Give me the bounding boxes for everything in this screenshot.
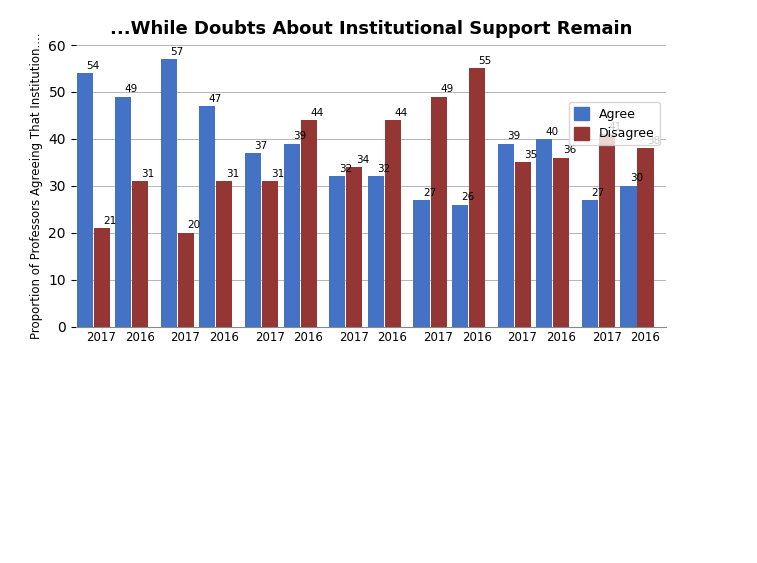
Bar bbox=[515, 162, 531, 327]
Bar bbox=[284, 144, 300, 327]
Text: 27: 27 bbox=[423, 187, 436, 198]
Y-axis label: Proportion of Professors Agreeing That Institution....: Proportion of Professors Agreeing That I… bbox=[30, 33, 43, 339]
Text: 49: 49 bbox=[440, 84, 453, 94]
Bar bbox=[262, 181, 278, 327]
Bar bbox=[76, 73, 92, 327]
Text: 41: 41 bbox=[609, 122, 621, 132]
Bar bbox=[385, 120, 401, 327]
Bar bbox=[245, 153, 261, 327]
Text: 37: 37 bbox=[254, 141, 268, 150]
Text: 44: 44 bbox=[394, 108, 407, 118]
Bar bbox=[115, 97, 131, 327]
Bar bbox=[368, 176, 384, 327]
Text: 57: 57 bbox=[170, 47, 183, 57]
Bar bbox=[178, 233, 194, 327]
Text: 31: 31 bbox=[272, 169, 285, 178]
Text: 26: 26 bbox=[462, 192, 475, 202]
Bar bbox=[599, 134, 615, 327]
Text: 40: 40 bbox=[546, 127, 559, 136]
Bar bbox=[301, 120, 316, 327]
Text: 39: 39 bbox=[293, 131, 307, 141]
Legend: Agree, Disagree: Agree, Disagree bbox=[569, 102, 660, 145]
Text: 20: 20 bbox=[188, 220, 201, 230]
Bar bbox=[94, 228, 110, 327]
Text: 36: 36 bbox=[562, 145, 576, 155]
Bar bbox=[553, 158, 569, 327]
Text: 31: 31 bbox=[226, 169, 239, 178]
Bar bbox=[497, 144, 514, 327]
Bar bbox=[132, 181, 148, 327]
Text: 31: 31 bbox=[142, 169, 155, 178]
Text: 54: 54 bbox=[86, 61, 99, 71]
Text: 32: 32 bbox=[339, 164, 352, 174]
Text: 32: 32 bbox=[377, 164, 391, 174]
Text: 38: 38 bbox=[647, 136, 660, 146]
Text: 49: 49 bbox=[125, 84, 138, 94]
Text: 30: 30 bbox=[630, 173, 643, 184]
Title: ...While Doubts About Institutional Support Remain: ...While Doubts About Institutional Supp… bbox=[110, 20, 632, 38]
Bar bbox=[413, 200, 430, 327]
Bar bbox=[160, 59, 177, 327]
Text: 55: 55 bbox=[478, 56, 492, 66]
Text: 44: 44 bbox=[310, 108, 323, 118]
Bar bbox=[329, 176, 345, 327]
Bar bbox=[431, 97, 447, 327]
Text: 39: 39 bbox=[507, 131, 521, 141]
Text: 34: 34 bbox=[356, 155, 369, 164]
Bar bbox=[452, 204, 468, 327]
Bar bbox=[536, 139, 553, 327]
Text: 27: 27 bbox=[591, 187, 605, 198]
Bar bbox=[637, 148, 653, 327]
Bar bbox=[346, 167, 363, 327]
Text: 47: 47 bbox=[209, 93, 222, 104]
Bar bbox=[199, 106, 216, 327]
Text: 21: 21 bbox=[103, 216, 117, 226]
Bar bbox=[469, 69, 485, 327]
Text: 35: 35 bbox=[525, 150, 537, 160]
Bar bbox=[621, 186, 637, 327]
Bar bbox=[217, 181, 232, 327]
Bar bbox=[582, 200, 598, 327]
